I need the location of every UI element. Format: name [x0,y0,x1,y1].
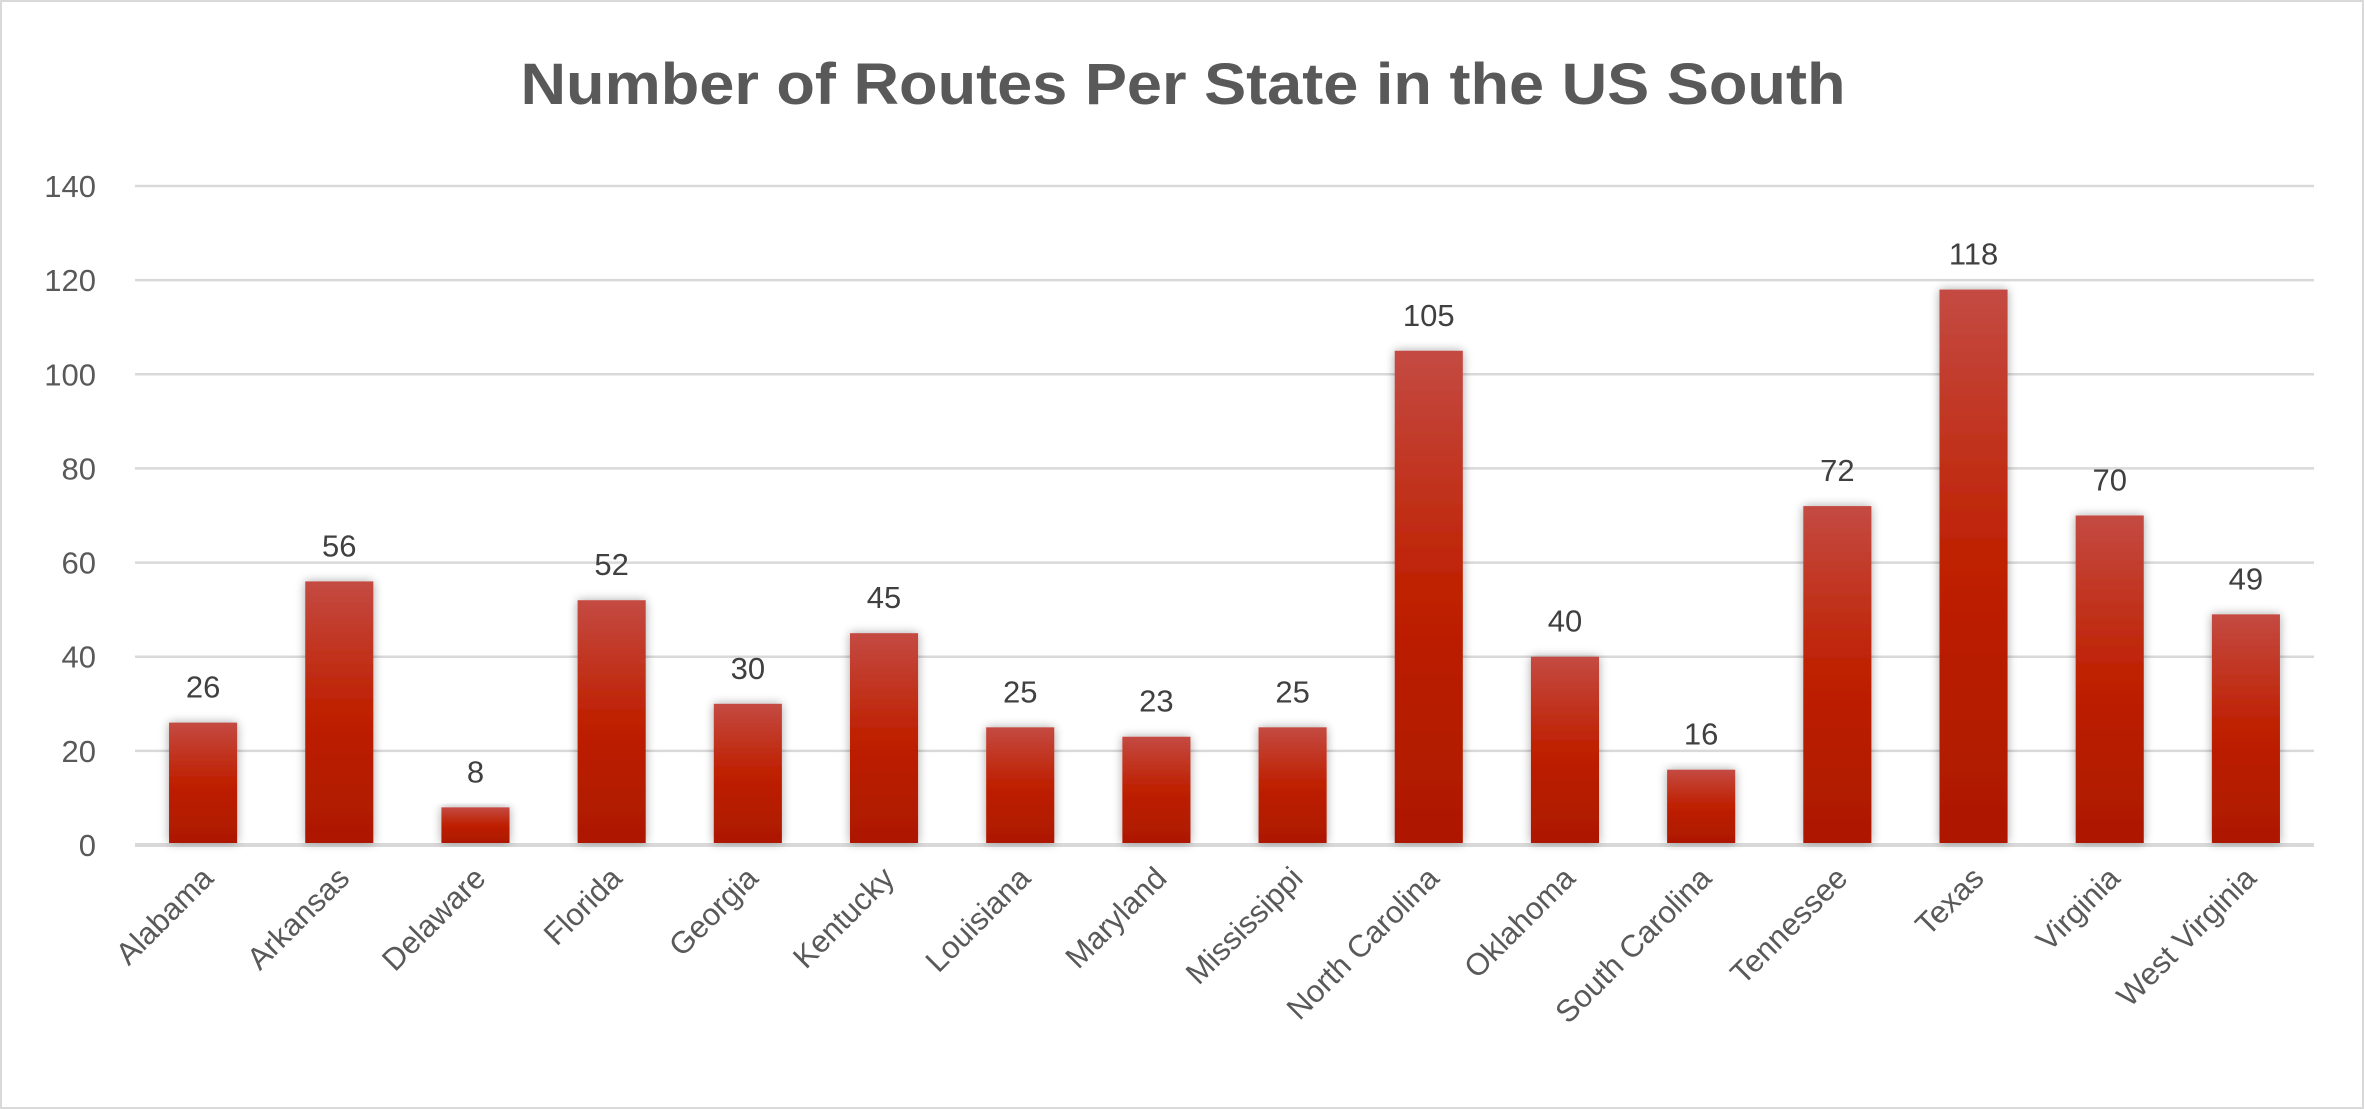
x-tick-label: Virginia [2029,860,2127,958]
y-tick-label: 20 [62,734,96,769]
bar-florida [577,600,646,843]
bar-kentucky [849,633,919,843]
bar-oklahoma [1530,656,1600,843]
bar-tennessee [1803,506,1872,843]
data-label: 70 [2092,463,2126,498]
data-label: 40 [1548,604,1582,639]
data-label: 52 [594,547,628,582]
bar-virginia [2075,515,2144,843]
x-tick-label: Arkansas [240,860,356,976]
data-label: 105 [1403,298,1455,333]
chart-title: Number of Routes Per State in the US Sou… [521,52,1846,117]
x-tick-label: Mississippi [1179,860,1310,991]
data-label: 25 [1275,674,1309,709]
x-tick-label: Texas [1908,860,1990,942]
x-tick-label: Alabama [109,860,221,972]
x-tick-label: Georgia [662,860,765,963]
y-tick-label: 80 [62,451,96,486]
bar-north-carolina [1394,350,1463,843]
data-label: 56 [322,528,356,563]
y-tick-label: 60 [62,546,96,581]
data-label: 8 [467,754,484,789]
x-tick-label: West Virginia [2110,860,2264,1014]
x-tick-label: Florida [537,860,629,952]
bar-west-virginia [2211,614,2280,843]
data-label: 25 [1003,674,1037,709]
x-tick-label: Oklahoma [1457,860,1582,985]
y-tick-label: 140 [44,169,96,204]
bar-maryland [1122,736,1191,843]
bar-alabama [169,722,238,843]
data-label: 30 [731,651,765,686]
bar-georgia [713,703,782,843]
data-label: 45 [867,580,901,615]
x-tick-label: Kentucky [786,860,901,975]
data-label: 16 [1684,717,1718,752]
data-label: 49 [2229,561,2263,596]
y-tick-label: 120 [44,263,96,298]
data-label: 118 [1949,237,1998,272]
data-label: 26 [186,670,220,705]
x-tick-label: Delaware [375,860,492,977]
bar-south-carolina [1667,769,1736,843]
x-tick-label: Tennessee [1724,860,1855,991]
bar-arkansas [305,581,374,843]
y-tick-label: 40 [62,640,96,675]
x-tick-label: Louisiana [919,860,1038,979]
y-tick-label: 0 [79,828,96,863]
bar-louisiana [986,727,1055,843]
bar-delaware [441,807,510,843]
data-label: 23 [1139,684,1173,719]
bar-mississippi [1258,727,1327,843]
x-tick-label: Maryland [1058,860,1173,975]
y-tick-label: 100 [44,357,96,392]
data-label: 72 [1820,453,1854,488]
bar-texas [1939,289,2008,843]
